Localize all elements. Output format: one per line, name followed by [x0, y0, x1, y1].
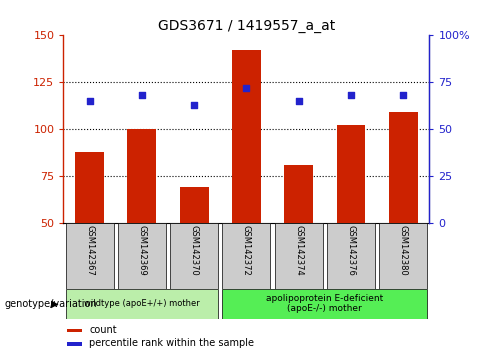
- Text: GSM142372: GSM142372: [242, 225, 251, 276]
- Bar: [379, 223, 427, 289]
- Text: GSM142367: GSM142367: [85, 225, 94, 276]
- Bar: [337, 125, 366, 223]
- Point: [295, 98, 303, 104]
- Bar: [223, 289, 427, 319]
- Text: apolipoprotein E-deficient
(apoE-/-) mother: apolipoprotein E-deficient (apoE-/-) mot…: [266, 294, 384, 313]
- Title: GDS3671 / 1419557_a_at: GDS3671 / 1419557_a_at: [158, 19, 335, 33]
- Point: [86, 98, 94, 104]
- Point: [138, 93, 146, 98]
- Text: GSM142380: GSM142380: [399, 225, 408, 276]
- Point: [347, 93, 355, 98]
- Bar: [389, 112, 418, 223]
- Text: GSM142374: GSM142374: [294, 225, 303, 276]
- Bar: [327, 223, 375, 289]
- Text: ▶: ▶: [51, 298, 59, 309]
- Text: count: count: [89, 325, 117, 335]
- Text: wildtype (apoE+/+) mother: wildtype (apoE+/+) mother: [84, 299, 200, 308]
- Bar: [65, 223, 114, 289]
- Text: GSM142376: GSM142376: [346, 225, 356, 276]
- Bar: [275, 223, 323, 289]
- Bar: [180, 187, 208, 223]
- Bar: [65, 289, 218, 319]
- Text: GSM142370: GSM142370: [190, 225, 199, 276]
- Bar: [127, 129, 156, 223]
- Text: GSM142369: GSM142369: [137, 225, 146, 276]
- Text: percentile rank within the sample: percentile rank within the sample: [89, 338, 254, 348]
- Bar: [67, 342, 82, 346]
- Bar: [67, 329, 82, 332]
- Bar: [232, 50, 261, 223]
- Point: [190, 102, 198, 108]
- Bar: [170, 223, 218, 289]
- Bar: [75, 152, 104, 223]
- Bar: [223, 223, 270, 289]
- Bar: [118, 223, 166, 289]
- Text: genotype/variation: genotype/variation: [5, 298, 98, 309]
- Point: [399, 93, 407, 98]
- Bar: [285, 165, 313, 223]
- Point: [243, 85, 250, 91]
